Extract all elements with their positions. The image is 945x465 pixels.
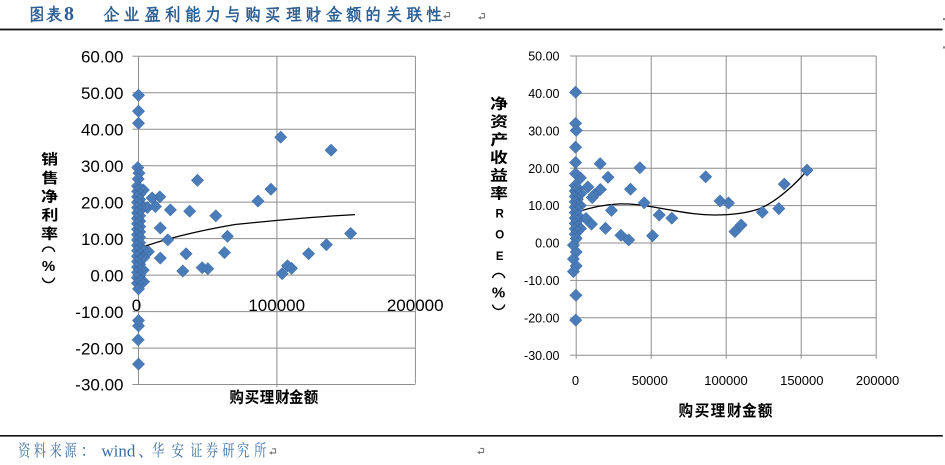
svg-text:200000: 200000 [387, 296, 444, 315]
svg-text:%: % [492, 284, 505, 301]
svg-text:0.00: 0.00 [90, 266, 123, 285]
svg-text:%: % [42, 258, 55, 275]
svg-text:150000: 150000 [780, 373, 823, 388]
svg-text:50.00: 50.00 [528, 50, 559, 64]
svg-text:wind: wind [101, 441, 135, 460]
svg-text:R: R [496, 208, 505, 220]
svg-text:-30.00: -30.00 [75, 376, 123, 395]
svg-text:E: E [496, 251, 504, 263]
svg-text:8: 8 [64, 3, 74, 25]
svg-text:50.00: 50.00 [81, 84, 124, 103]
svg-text:-10.00: -10.00 [75, 303, 123, 322]
svg-text:-20.00: -20.00 [524, 311, 559, 325]
svg-text:60.00: 60.00 [81, 47, 124, 66]
svg-text:20.00: 20.00 [81, 193, 124, 212]
svg-text:-30.00: -30.00 [524, 349, 559, 363]
svg-text:0.00: 0.00 [535, 237, 559, 251]
svg-text:20.00: 20.00 [528, 162, 559, 176]
svg-text:0: 0 [132, 296, 141, 315]
svg-text:40.00: 40.00 [528, 87, 559, 101]
svg-text:30.00: 30.00 [528, 124, 559, 138]
svg-text:100000: 100000 [704, 373, 747, 388]
svg-text:200000: 200000 [856, 373, 899, 388]
svg-text:30.00: 30.00 [81, 157, 124, 176]
svg-text:10.00: 10.00 [81, 230, 124, 249]
svg-text:40.00: 40.00 [81, 120, 124, 139]
svg-text:-20.00: -20.00 [75, 339, 123, 358]
svg-text:0: 0 [572, 373, 579, 388]
svg-text:100000: 100000 [248, 296, 305, 315]
svg-text:10.00: 10.00 [528, 199, 559, 213]
svg-text:-10.00: -10.00 [524, 274, 559, 288]
svg-text:50000: 50000 [632, 373, 668, 388]
svg-text:O: O [495, 230, 504, 242]
